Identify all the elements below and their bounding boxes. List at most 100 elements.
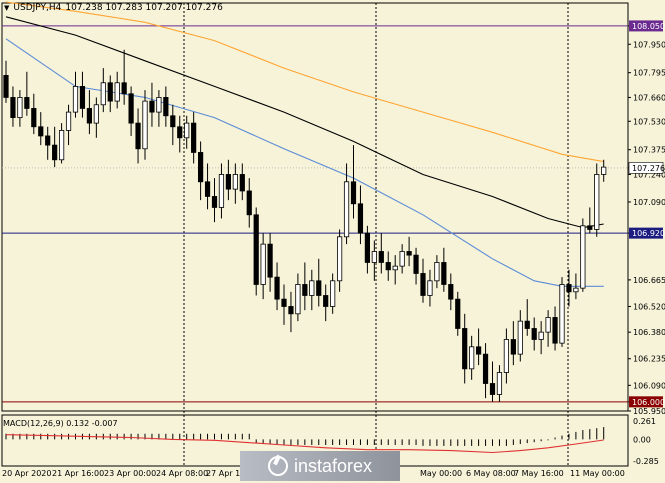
candle-body: [93, 104, 99, 124]
candle-body: [350, 181, 357, 205]
candle: [3, 60, 9, 103]
candle: [441, 247, 447, 292]
candle-body: [225, 174, 231, 190]
candle-body: [38, 126, 44, 137]
candle-body: [72, 86, 79, 113]
price-axis-label: 106.665: [633, 276, 665, 285]
candle-body: [462, 328, 468, 370]
candle-body: [45, 135, 51, 146]
candle-body: [482, 353, 489, 384]
price-badge-label: 108.050: [632, 22, 665, 31]
price-axis-label: 107.950: [633, 40, 665, 49]
candle: [114, 71, 120, 109]
candle: [427, 269, 433, 307]
candle-body: [489, 383, 496, 395]
candle: [204, 163, 211, 210]
candle-body: [371, 251, 377, 263]
candle-body: [246, 190, 252, 216]
candle-body: [357, 203, 364, 234]
candle: [420, 258, 426, 303]
candle-body: [197, 152, 204, 183]
candle: [517, 310, 523, 362]
candle: [573, 273, 579, 300]
candle-body: [531, 328, 537, 340]
candle: [538, 321, 544, 355]
candle: [545, 310, 551, 347]
symbol-label: USDJPY,H4: [13, 3, 62, 13]
candle: [121, 49, 127, 105]
price-axis-label: 107.240: [633, 170, 665, 179]
candle: [156, 90, 162, 127]
candle-body: [587, 225, 593, 230]
price-panel: [1, 2, 629, 412]
collapse-triangle-icon[interactable]: ▼: [4, 4, 10, 12]
candle-body: [281, 298, 287, 307]
candle-body: [413, 254, 419, 274]
candle-body: [573, 287, 579, 293]
candle-body: [100, 82, 106, 106]
instaforex-logo-icon: [267, 456, 288, 476]
chart-title-bar: ▼ USDJPY,H4 107.238 107.283 107.207 107.…: [4, 3, 223, 13]
candle: [225, 159, 231, 201]
candle: [17, 90, 23, 127]
candle-body: [59, 130, 65, 161]
candle-body: [594, 174, 600, 230]
ohlc-label: 107.238 107.283 107.207 107.276: [65, 3, 223, 13]
candle-body: [517, 320, 523, 355]
candle: [260, 233, 266, 300]
candle: [580, 218, 586, 292]
candle: [149, 82, 155, 127]
candle: [524, 299, 530, 336]
price-axis-label: 106.090: [633, 381, 665, 390]
candle-body: [218, 174, 225, 208]
candle-body: [441, 262, 447, 285]
macd-axis-label: 0.261: [633, 417, 656, 426]
candle-body: [434, 262, 440, 282]
price-axis-label: 107.530: [633, 117, 665, 126]
candle: [59, 123, 65, 164]
candle: [100, 68, 106, 113]
candle: [107, 75, 113, 113]
candle: [302, 262, 308, 311]
candle: [295, 273, 301, 322]
candle-body: [142, 100, 148, 150]
candle-body: [378, 251, 384, 263]
candle: [531, 317, 537, 351]
candle: [128, 86, 134, 136]
candle: [142, 90, 148, 160]
candle: [343, 163, 350, 245]
candle: [93, 97, 99, 138]
candle-body: [253, 214, 259, 285]
candle: [330, 273, 336, 314]
candle: [45, 126, 51, 160]
candle: [350, 145, 357, 219]
price-badge: [629, 227, 663, 239]
candle-body: [86, 108, 92, 124]
candle-body: [475, 346, 482, 355]
candle: [469, 335, 475, 380]
candle: [163, 86, 169, 127]
candle: [510, 321, 516, 366]
price-axis-label: 106.235: [633, 355, 665, 364]
candle: [496, 365, 503, 402]
candle: [336, 229, 343, 292]
x-axis-label: 27 Apr 16:00: [206, 469, 258, 478]
candle-body: [10, 97, 16, 119]
price-badge: [628, 162, 664, 174]
candle: [357, 185, 364, 245]
candle-body: [177, 126, 183, 139]
candle-body: [184, 122, 190, 139]
candle: [475, 328, 482, 366]
candle-body: [295, 284, 301, 315]
candle-body: [343, 181, 350, 238]
candle-body: [191, 122, 197, 153]
candle-body: [211, 196, 218, 208]
candle-body: [17, 97, 23, 119]
candle-body: [135, 122, 141, 150]
x-axis-label: 11 May 00:00: [570, 469, 625, 478]
candle: [288, 291, 294, 333]
candle: [197, 141, 204, 201]
moving-average-line: [5, 1, 604, 163]
candle-body: [552, 317, 558, 344]
